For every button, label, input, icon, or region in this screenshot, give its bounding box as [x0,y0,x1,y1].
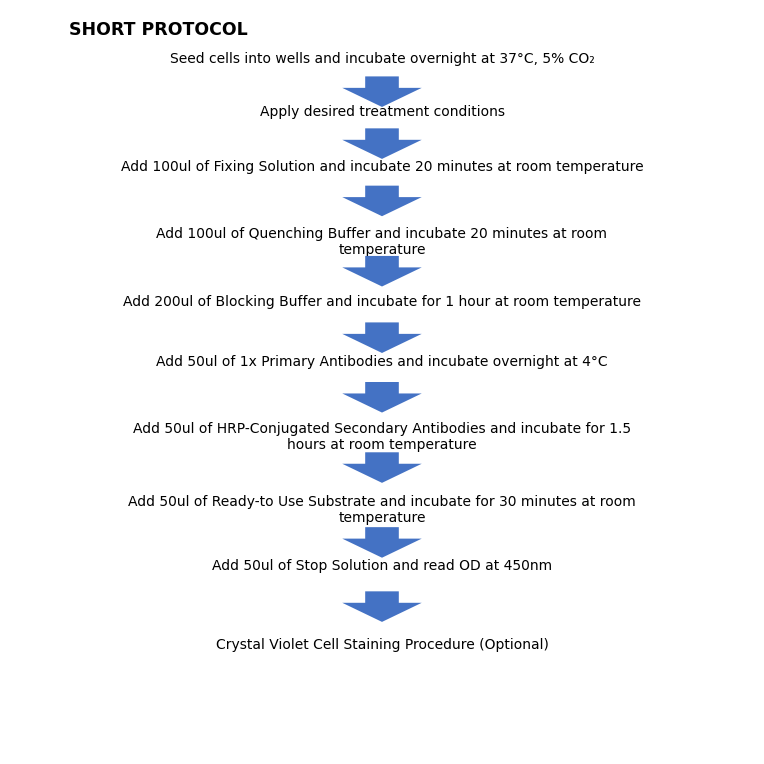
Polygon shape [342,527,422,558]
Polygon shape [342,128,422,159]
Text: Apply desired treatment conditions: Apply desired treatment conditions [260,105,504,119]
Polygon shape [342,186,422,216]
Text: SHORT PROTOCOL: SHORT PROTOCOL [69,21,248,40]
Polygon shape [342,76,422,107]
Text: Add 50ul of Stop Solution and read OD at 450nm: Add 50ul of Stop Solution and read OD at… [212,559,552,573]
Text: Add 100ul of Quenching Buffer and incubate 20 minutes at room
temperature: Add 100ul of Quenching Buffer and incuba… [157,227,607,257]
Polygon shape [342,382,422,413]
Text: Add 50ul of Ready-to Use Substrate and incubate for 30 minutes at room
temperatu: Add 50ul of Ready-to Use Substrate and i… [128,495,636,526]
Text: Add 50ul of 1x Primary Antibodies and incubate overnight at 4°C: Add 50ul of 1x Primary Antibodies and in… [156,355,608,369]
Polygon shape [342,256,422,286]
Text: Crystal Violet Cell Staining Procedure (Optional): Crystal Violet Cell Staining Procedure (… [215,638,549,652]
Text: Add 50ul of HRP-Conjugated Secondary Antibodies and incubate for 1.5
hours at ro: Add 50ul of HRP-Conjugated Secondary Ant… [133,422,631,452]
Text: Add 100ul of Fixing Solution and incubate 20 minutes at room temperature: Add 100ul of Fixing Solution and incubat… [121,160,643,174]
Text: Add 200ul of Blocking Buffer and incubate for 1 hour at room temperature: Add 200ul of Blocking Buffer and incubat… [123,295,641,309]
Polygon shape [342,591,422,622]
Text: Seed cells into wells and incubate overnight at 37°C, 5% CO₂: Seed cells into wells and incubate overn… [170,52,594,66]
Polygon shape [342,452,422,483]
Polygon shape [342,322,422,353]
